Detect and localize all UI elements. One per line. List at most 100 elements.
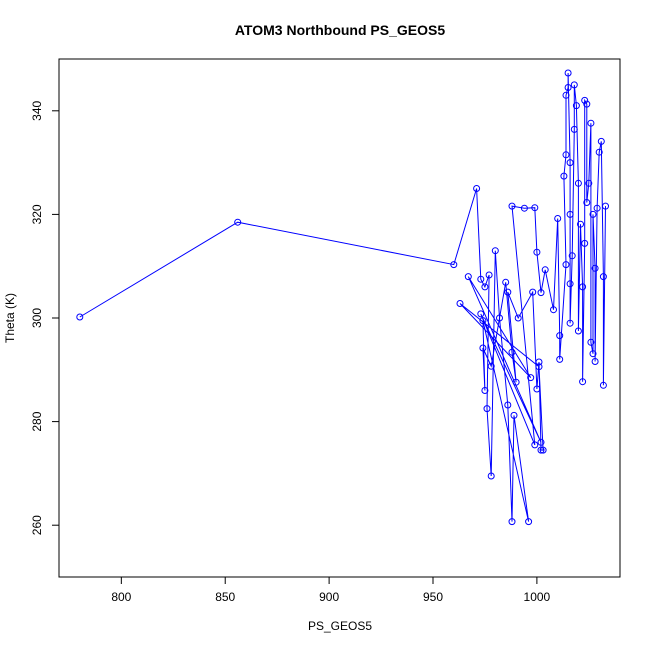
data-point <box>587 338 595 346</box>
data-point <box>533 385 541 393</box>
data-point <box>479 317 487 325</box>
data-point <box>564 84 572 91</box>
data-point <box>570 125 578 133</box>
data-point <box>581 239 589 247</box>
data-point <box>574 179 582 187</box>
data-point <box>525 518 533 526</box>
data-point <box>481 283 489 291</box>
data-point <box>581 96 589 104</box>
x-tick-label: 1000 <box>524 590 551 604</box>
data-point <box>537 446 545 454</box>
data-point <box>562 261 570 269</box>
y-axis: 260 280 300 320 340 <box>30 100 60 535</box>
data-point <box>527 374 535 382</box>
data-point <box>464 273 472 281</box>
x-tick-label: 950 <box>423 590 443 604</box>
y-tick-label: 300 <box>30 308 44 328</box>
data-point <box>589 350 597 358</box>
data-point <box>566 280 574 288</box>
data-point <box>514 314 522 322</box>
data-point <box>512 378 520 386</box>
data-point <box>450 261 458 269</box>
data-point <box>572 102 580 110</box>
data-point <box>541 266 549 274</box>
data-point <box>579 378 587 386</box>
data-point <box>234 218 242 226</box>
data-point <box>496 314 503 322</box>
x-axis: 800 850 900 950 1000 <box>111 576 551 604</box>
data-point <box>568 252 576 260</box>
data-point <box>560 172 568 180</box>
data-point <box>535 358 543 366</box>
data-point <box>529 288 537 296</box>
data-point <box>577 220 584 228</box>
data-point <box>487 362 495 370</box>
y-tick-label: 320 <box>30 204 44 224</box>
data-point <box>537 438 545 446</box>
data-point <box>531 441 539 449</box>
data-point <box>583 100 591 108</box>
data-point <box>485 271 493 279</box>
data-point <box>564 69 572 77</box>
data-point <box>539 446 547 454</box>
chart-title: ATOM3 Northbound PS_GEOS5 <box>235 22 445 38</box>
data-point <box>566 210 574 218</box>
data-point <box>593 204 601 212</box>
data-point <box>487 472 495 480</box>
y-axis-label: Theta (K) <box>3 293 17 343</box>
x-tick-label: 850 <box>215 590 235 604</box>
series-line <box>79 72 606 522</box>
data-point <box>554 215 562 222</box>
series-layer <box>76 69 609 526</box>
data-point <box>566 319 574 327</box>
data-point <box>595 148 603 156</box>
data-point <box>479 344 487 352</box>
data-point <box>583 199 591 206</box>
data-point <box>477 310 485 318</box>
data-point <box>491 247 499 255</box>
data-point <box>566 159 574 167</box>
data-point <box>550 306 557 314</box>
data-point <box>597 137 605 145</box>
data-point <box>76 313 84 321</box>
data-point <box>574 327 582 335</box>
y-tick-label: 340 <box>30 100 44 120</box>
data-point <box>602 202 609 210</box>
x-tick-label: 800 <box>111 590 131 604</box>
data-point <box>502 278 510 286</box>
data-point <box>508 202 516 210</box>
data-point <box>504 401 512 409</box>
data-point <box>599 381 607 389</box>
data-point <box>483 405 491 413</box>
data-point <box>456 300 464 307</box>
x-tick-label: 900 <box>319 590 339 604</box>
data-point <box>589 210 597 218</box>
data-point <box>587 119 595 127</box>
data-point <box>531 204 539 212</box>
data-point <box>477 275 485 283</box>
data-point <box>556 355 564 363</box>
data-point <box>591 264 599 272</box>
data-point <box>520 204 528 212</box>
data-point <box>473 185 481 192</box>
data-point <box>504 288 512 296</box>
data-point <box>562 91 570 99</box>
data-point <box>591 358 599 365</box>
data-point <box>510 411 518 419</box>
data-point <box>535 363 543 371</box>
data-point <box>537 289 545 297</box>
data-point <box>599 273 607 281</box>
data-point <box>570 81 578 89</box>
y-tick-label: 280 <box>30 411 44 431</box>
x-axis-label: PS_GEOS5 <box>308 619 372 633</box>
data-point <box>508 518 516 526</box>
data-point <box>556 332 564 340</box>
y-tick-label: 260 <box>30 515 44 535</box>
data-point <box>508 348 516 356</box>
data-point <box>579 283 587 291</box>
data-point <box>585 179 593 187</box>
data-point <box>533 248 541 256</box>
data-point <box>481 387 489 394</box>
